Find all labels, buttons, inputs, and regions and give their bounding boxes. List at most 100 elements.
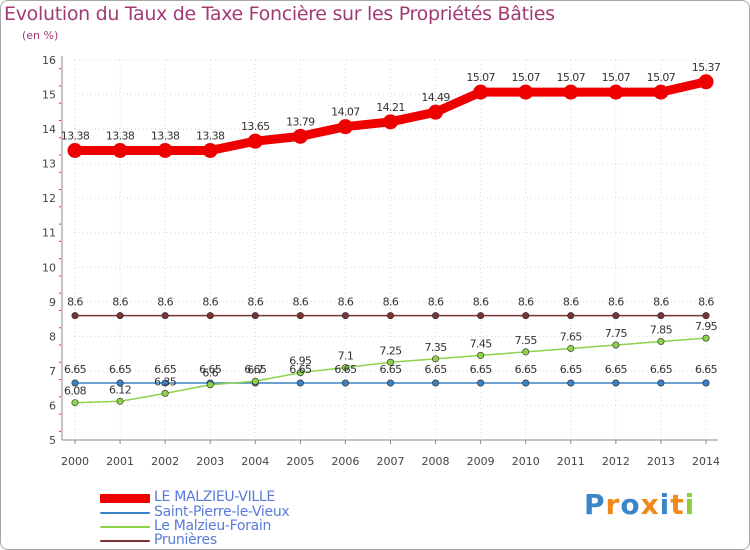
data-point-saint-pierre-le-vieux (386, 379, 394, 387)
data-point-pruni-res (432, 312, 440, 320)
data-point-le-malzieu-forain (161, 389, 169, 397)
logo-letter: t (670, 488, 685, 521)
data-point-le-malzieu-ville (157, 143, 173, 159)
data-point-pruni-res (702, 312, 710, 320)
data-point-saint-pierre-le-vieux (657, 379, 665, 387)
data-point-le-malzieu-forain (432, 355, 440, 363)
data-label-pruni-res: 8.6 (428, 296, 444, 309)
x-tick-label: 2006 (331, 455, 359, 468)
y-tick-label: 10 (42, 261, 56, 274)
data-point-pruni-res (522, 312, 530, 320)
data-label-saint-pierre-le-vieux: 6.65 (560, 363, 583, 376)
data-label-pruni-res: 8.6 (518, 296, 534, 309)
x-tick-label: 2001 (106, 455, 134, 468)
data-point-pruni-res (71, 312, 79, 320)
y-tick-label: 13 (42, 158, 56, 171)
data-label-le-malzieu-forain: 6.6 (202, 367, 218, 380)
data-point-le-malzieu-ville (473, 84, 489, 100)
data-label-le-malzieu-ville: 14.49 (421, 91, 450, 104)
data-label-saint-pierre-le-vieux: 6.65 (379, 363, 402, 376)
data-point-le-malzieu-ville (292, 128, 308, 144)
data-label-le-malzieu-forain: 6.95 (289, 355, 312, 368)
data-label-pruni-res: 8.6 (247, 296, 263, 309)
x-tick-label: 2010 (512, 455, 540, 468)
data-point-le-malzieu-ville (698, 74, 714, 90)
data-point-le-malzieu-forain (116, 397, 124, 405)
y-tick-label: 5 (49, 434, 56, 447)
data-label-le-malzieu-forain: 7.25 (379, 344, 402, 357)
data-label-saint-pierre-le-vieux: 6.65 (470, 363, 493, 376)
logo-letter: r (605, 488, 621, 521)
data-point-pruni-res (251, 312, 259, 320)
data-label-pruni-res: 8.6 (653, 296, 669, 309)
data-label-le-malzieu-ville: 14.07 (331, 106, 360, 119)
x-tick-label: 2009 (467, 455, 495, 468)
x-tick-label: 2000 (61, 455, 89, 468)
data-point-saint-pierre-le-vieux (296, 379, 304, 387)
data-point-le-malzieu-ville (67, 143, 83, 159)
x-tick-label: 2002 (151, 455, 179, 468)
data-label-le-malzieu-forain: 7.45 (470, 337, 493, 350)
data-label-pruni-res: 8.6 (157, 296, 173, 309)
data-point-le-malzieu-forain (522, 348, 530, 356)
x-tick-label: 2011 (557, 455, 585, 468)
data-point-le-malzieu-forain (206, 381, 214, 389)
data-point-le-malzieu-ville (337, 119, 353, 135)
legend-swatch (100, 512, 150, 514)
data-point-saint-pierre-le-vieux (116, 379, 124, 387)
y-tick-label: 12 (42, 192, 56, 205)
logo-letter: P (584, 488, 606, 521)
proxiti-logo: Proxiti (584, 488, 695, 521)
data-label-le-malzieu-ville: 15.37 (692, 61, 721, 74)
data-label-le-malzieu-ville: 15.07 (647, 71, 676, 84)
data-point-saint-pierre-le-vieux (477, 379, 485, 387)
logo-letter: i (684, 488, 696, 521)
data-point-pruni-res (657, 312, 665, 320)
data-label-le-malzieu-forain: 7.1 (338, 349, 354, 362)
data-point-le-malzieu-ville (608, 84, 624, 100)
legend-swatch (100, 493, 150, 503)
data-label-saint-pierre-le-vieux: 6.65 (695, 363, 718, 376)
data-label-le-malzieu-ville: 13.38 (151, 130, 180, 143)
data-point-le-malzieu-ville (247, 133, 263, 149)
data-point-le-malzieu-forain (296, 369, 304, 377)
data-point-saint-pierre-le-vieux (522, 379, 530, 387)
data-label-le-malzieu-ville: 15.07 (557, 71, 586, 84)
data-point-pruni-res (567, 312, 575, 320)
data-point-le-malzieu-forain (702, 334, 710, 342)
y-tick-label: 6 (49, 399, 56, 412)
data-label-saint-pierre-le-vieux: 6.65 (154, 363, 177, 376)
data-label-saint-pierre-le-vieux: 6.65 (64, 363, 87, 376)
data-point-le-malzieu-ville (383, 114, 398, 130)
y-tick-label: 9 (49, 296, 56, 309)
data-point-pruni-res (206, 312, 214, 320)
logo-letter: i (659, 488, 671, 521)
data-point-saint-pierre-le-vieux (71, 379, 79, 387)
data-label-le-malzieu-forain: 7.85 (650, 324, 673, 337)
data-point-le-malzieu-ville (202, 143, 218, 159)
data-label-le-malzieu-forain: 7.65 (560, 330, 583, 343)
x-tick-label: 2007 (377, 455, 405, 468)
x-tick-label: 2003 (196, 455, 224, 468)
data-label-pruni-res: 8.6 (67, 296, 83, 309)
legend-label: LE MALZIEU-VILLE (154, 489, 275, 505)
data-point-le-malzieu-forain (251, 377, 259, 385)
x-tick-label: 2008 (422, 455, 450, 468)
data-point-pruni-res (296, 312, 304, 320)
data-label-le-malzieu-ville: 13.65 (241, 120, 270, 133)
data-label-le-malzieu-forain: 6.35 (154, 375, 177, 388)
data-label-saint-pierre-le-vieux: 6.65 (605, 363, 628, 376)
logo-letter: o (620, 488, 641, 521)
x-tick-label: 2014 (692, 455, 720, 468)
data-point-le-malzieu-forain (71, 399, 79, 407)
data-label-pruni-res: 8.6 (563, 296, 579, 309)
legend-swatch (100, 540, 150, 542)
data-label-pruni-res: 8.6 (112, 296, 128, 309)
data-point-saint-pierre-le-vieux (612, 379, 620, 387)
data-label-le-malzieu-ville: 14.21 (376, 101, 405, 114)
data-label-pruni-res: 8.6 (473, 296, 489, 309)
data-label-le-malzieu-forain: 7.95 (695, 320, 718, 333)
data-point-le-malzieu-ville (428, 104, 444, 120)
data-label-pruni-res: 8.6 (383, 296, 399, 309)
data-label-le-malzieu-forain: 6.7 (247, 363, 263, 376)
